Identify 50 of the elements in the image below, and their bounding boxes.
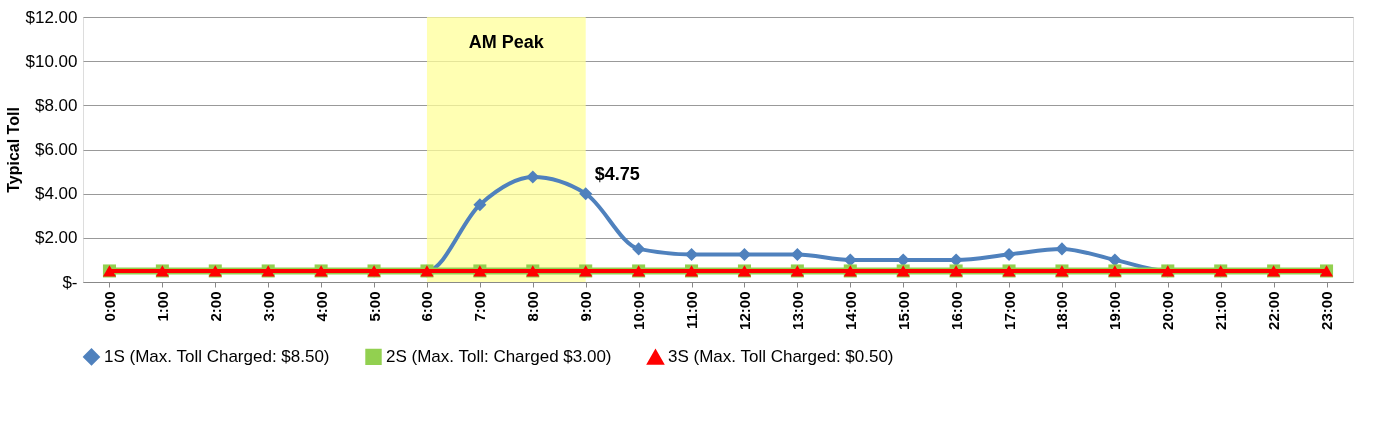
- x-tick-label: 13:00: [788, 291, 806, 330]
- y-tick-label: $12.00: [25, 7, 78, 27]
- point: [632, 242, 646, 256]
- x-tick-label: 5:00: [365, 291, 383, 322]
- x-tick-label: 20:00: [1159, 291, 1177, 330]
- x-tick-label: 15:00: [894, 291, 912, 330]
- x-tick-label: 10:00: [630, 291, 648, 330]
- point: [843, 253, 857, 267]
- x-tick-label: 14:00: [841, 291, 859, 330]
- x-tick-label: 19:00: [1106, 291, 1124, 330]
- x-tick-label: 3:00: [259, 291, 277, 322]
- point: [1002, 247, 1016, 261]
- x-tick-label: 4:00: [312, 291, 330, 322]
- legend-label: 1S (Max. Toll Charged: $8.50): [104, 346, 330, 366]
- point: [949, 253, 963, 267]
- y-axis-title: Typical Toll: [4, 107, 22, 193]
- band-label: AM Peak: [468, 32, 545, 52]
- point: [526, 170, 540, 184]
- y-tick-label: $6.00: [34, 140, 78, 159]
- x-tick-label: 17:00: [1000, 291, 1018, 330]
- point: [685, 247, 699, 261]
- y-tick-label: $2.00: [34, 228, 78, 248]
- x-tick-label: 23:00: [1318, 291, 1336, 330]
- x-tick-label: 1:00: [153, 291, 171, 322]
- x-tick-label: 11:00: [683, 291, 701, 330]
- point: [1108, 253, 1122, 267]
- x-tick-label: 0:00: [100, 291, 118, 322]
- point: [737, 247, 751, 261]
- point: [473, 198, 487, 212]
- y-tick-label: $8.00: [34, 95, 78, 115]
- point: [579, 187, 593, 201]
- x-tick-label: 22:00: [1265, 291, 1283, 330]
- y-tick-label: $-: [62, 272, 78, 292]
- legend-label: 2S (Max. Toll: Charged $3.00): [386, 346, 612, 366]
- x-tick-label: 21:00: [1212, 291, 1230, 330]
- x-tick-label: 9:00: [577, 291, 595, 322]
- x-tick-label: 16:00: [947, 291, 965, 330]
- x-tick-label: 12:00: [735, 291, 753, 330]
- x-tick-label: 18:00: [1053, 291, 1071, 330]
- point: [1055, 242, 1069, 256]
- legend-label: 3S (Max. Toll Charged: $0.50): [668, 347, 894, 367]
- point: [896, 253, 910, 267]
- annotation: $4.75: [594, 164, 640, 185]
- x-tick-label: 8:00: [524, 291, 542, 322]
- y-tick-label: $4.00: [34, 184, 78, 204]
- point: [790, 247, 804, 261]
- x-tick-label: 6:00: [418, 291, 436, 322]
- x-tick-label: 2:00: [206, 291, 224, 322]
- y-tick-label: $10.00: [25, 51, 78, 71]
- x-tick-label: 7:00: [471, 291, 489, 322]
